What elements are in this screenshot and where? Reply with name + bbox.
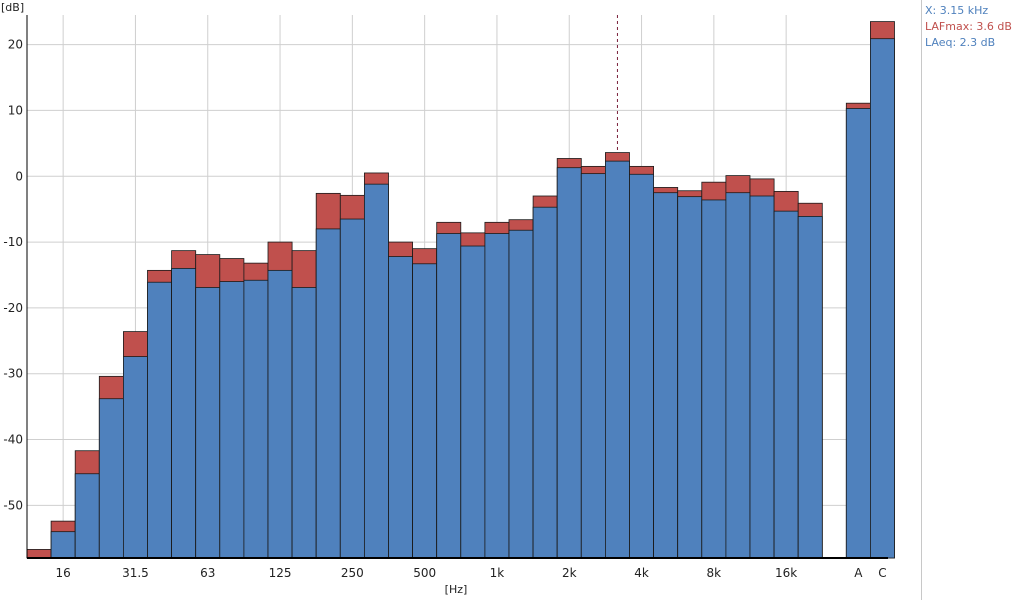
x-tick-label: 16k [775,566,797,580]
bar-laeq-1k [484,233,510,559]
bar-laeq-50 [171,267,197,559]
bar-laeq-31.5 [123,356,148,559]
bar-laeq-4k [629,173,655,559]
y-unit-label: [dB] [1,1,24,14]
bar-laeq-315 [363,183,389,559]
x-tick-label: 4k [634,566,649,580]
x-tick-label: 63 [200,566,215,580]
bar-laeq-2k [556,167,582,559]
x-tick-label: A [854,566,863,580]
bar-laeq-20k [797,216,823,559]
bar-laeq-12.5k [749,195,775,559]
bar-laeq-3.15k [605,160,630,559]
bar-laeq-1.6k [532,206,558,559]
bar-laeq-40 [147,281,173,559]
x-tick-label: C [878,566,886,580]
y-tick-label: 0 [15,169,23,183]
axes [26,15,888,559]
bar-laeq-25 [98,398,124,559]
bar-laeq-20 [74,473,100,559]
bar-laeq-5k [653,192,679,559]
y-tick-label: 10 [8,103,23,117]
x-tick-label: 500 [413,566,436,580]
x-tick-label: 16 [56,566,71,580]
x-tick-label: 2k [562,566,577,580]
y-tick-label: -20 [3,301,23,315]
bar-laeq-16k [773,210,799,559]
readout-lafmax: LAFmax: 3.6 dB [925,20,1012,33]
x-tick-label: 31.5 [122,566,149,580]
bar-laeq-C [870,38,895,559]
bar-laeq-6.3k [677,196,703,559]
bar-laeq-800 [460,245,486,559]
bar-laeq-1.25k [508,229,534,559]
bar-laeq-2.5k [580,173,606,559]
x-tick-label: 1k [490,566,505,580]
readout-x-frequency: X: 3.15 kHz [925,4,989,17]
x-tick-label: 250 [341,566,364,580]
y-tick-label: -10 [3,235,23,249]
readout-laeq: LAeq: 2.3 dB [925,36,996,49]
y-tick-label: -30 [3,367,23,381]
y-tick-label: -50 [3,498,23,512]
y-tick-label: -40 [3,433,23,447]
bar-laeq-16 [50,531,76,559]
bars-layer [26,21,895,559]
bar-laeq-160 [291,287,317,559]
bar-lafmax-12.5 [26,549,52,559]
bar-laeq-400 [388,256,414,559]
bar-laeq-8k [701,199,727,559]
bar-laeq-80 [219,281,245,559]
x-unit-label: [Hz] [445,583,468,596]
x-tick-label: 125 [269,566,292,580]
cursor-readout-panel: X: 3.15 kHz LAFmax: 3.6 dB LAeq: 2.3 dB [921,0,1024,600]
bar-laeq-200 [315,228,341,559]
bar-laeq-100 [243,279,269,559]
tick-labels: 20 10 0 -10 -20 -30 -40 -50 16 31.5 63 125 250 500 1k 2… [3,38,886,580]
bar-laeq-63 [195,287,221,559]
spectrum-chart[interactable]: 20 10 0 -10 -20 -30 -40 -50 16 31.5 63 125 250 500 1k 2… [0,0,921,600]
y-tick-label: 20 [8,38,23,52]
bar-laeq-250 [339,218,365,559]
bar-laeq-10k [725,192,751,559]
bar-laeq-500 [412,263,438,559]
bar-laeq-A [845,108,871,559]
bar-laeq-630 [436,233,462,559]
x-tick-label: 8k [707,566,722,580]
bar-laeq-125 [267,269,293,559]
